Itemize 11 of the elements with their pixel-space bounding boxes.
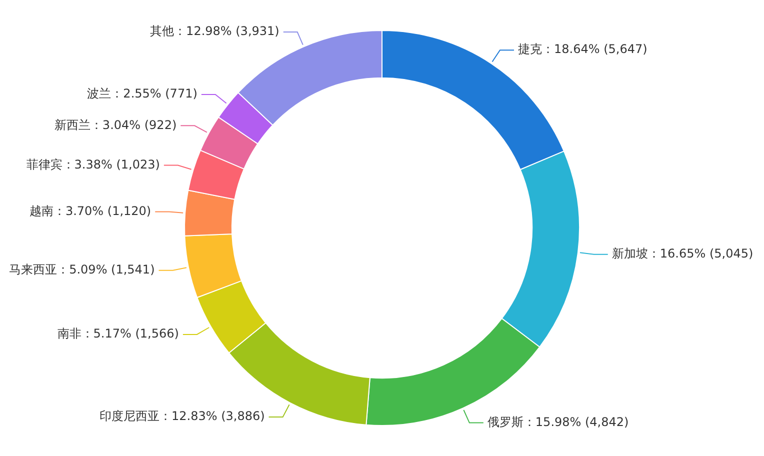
slice-label: 南非：5.17% (1,566) [57, 326, 179, 341]
slice-label: 俄罗斯：15.98% (4,842) [487, 414, 629, 429]
slice-label: 波兰：2.55% (771) [87, 86, 198, 101]
slice-label: 新西兰：3.04% (922) [54, 118, 177, 132]
slice-label: 马来西亚：5.09% (1,541) [9, 262, 155, 277]
slice-label: 菲律宾：3.38% (1,023) [26, 157, 160, 172]
slice-label: 越南：3.70% (1,120) [29, 204, 152, 218]
slice-label: 捷克：18.64% (5,647) [518, 42, 648, 56]
slice-label: 新加坡：16.65% (5,045) [612, 246, 754, 260]
slice-label: 印度尼西亚：12.83% (3,886) [99, 409, 265, 424]
slice-label: 其他：12.98% (3,931) [150, 24, 280, 38]
